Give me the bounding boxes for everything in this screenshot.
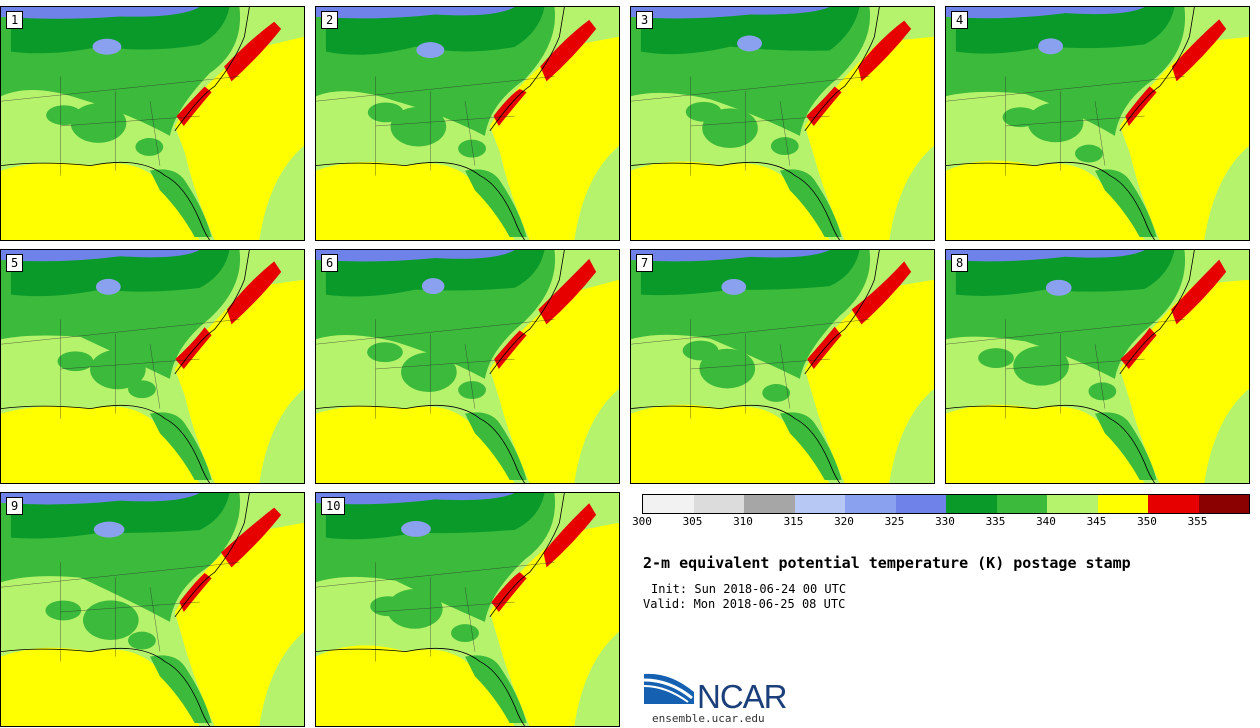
colorbar-segment (845, 495, 896, 513)
logo-url: ensemble.ucar.edu (652, 712, 765, 725)
colorbar-tick-label: 330 (935, 515, 955, 528)
page-title: 2-m equivalent potential temperature (K)… (643, 554, 1131, 572)
colorbar-segment (744, 495, 795, 513)
colorbar-tick-label: 310 (733, 515, 753, 528)
ncar-logo-icon (643, 673, 694, 704)
map-panel-7: 7 (630, 249, 935, 484)
colorbar-segment (1198, 495, 1249, 513)
colorbar-tick-label: 355 (1187, 515, 1208, 528)
member-label: 5 (6, 254, 24, 272)
map-panel-4: 4 (945, 6, 1250, 241)
member-label: 1 (6, 11, 24, 29)
member-label: 3 (636, 11, 654, 29)
map-panel-3: 3 (630, 6, 935, 241)
map-panel-5: 5 (0, 249, 305, 484)
member-label: 6 (321, 254, 339, 272)
logo-wordmark: NCAR (697, 678, 788, 715)
colorbar-segment (1097, 495, 1148, 513)
colorbar-tick-label: 305 (682, 515, 703, 528)
colorbar-tick-label: 315 (783, 515, 804, 528)
map-panel-1: 1 (0, 6, 305, 241)
colorbar-tick-label: 320 (834, 515, 854, 528)
map-panel-8: 8 (945, 249, 1250, 484)
valid-time: Valid: Mon 2018-06-25 08 UTC (643, 597, 846, 611)
member-label: 9 (6, 497, 24, 515)
map-panel-6: 6 (315, 249, 620, 484)
map-panel-2: 2 (315, 6, 620, 241)
colorbar-segment (693, 495, 744, 513)
map-panel-9: 9 (0, 492, 305, 727)
colorbar-segment (1047, 495, 1098, 513)
colorbar-tick-label: 345 (1086, 515, 1107, 528)
member-label: 8 (951, 254, 969, 272)
colorbar-segment (794, 495, 845, 513)
colorbar-ticks: 300 305 310 315 320 325 330 335 340 345 350 355 (632, 515, 1248, 529)
member-label: 2 (321, 11, 339, 29)
colorbar-tick-label: 350 (1137, 515, 1157, 528)
colorbar-tick-label: 300 (632, 515, 652, 528)
colorbar (642, 494, 1250, 514)
map-panel-10: 10 (315, 492, 620, 727)
member-label: 7 (636, 254, 654, 272)
colorbar-tick-label: 325 (884, 515, 905, 528)
colorbar-segment (996, 495, 1047, 513)
colorbar-tick-label: 335 (985, 515, 1006, 528)
colorbar-segment (643, 495, 694, 513)
colorbar-segment (895, 495, 946, 513)
member-label: 4 (951, 11, 969, 29)
member-label: 10 (321, 497, 346, 515)
colorbar-segment (1148, 495, 1199, 513)
init-time: Init: Sun 2018-06-24 00 UTC (651, 582, 847, 596)
colorbar-segment (946, 495, 997, 513)
colorbar-tick-label: 340 (1036, 515, 1056, 528)
